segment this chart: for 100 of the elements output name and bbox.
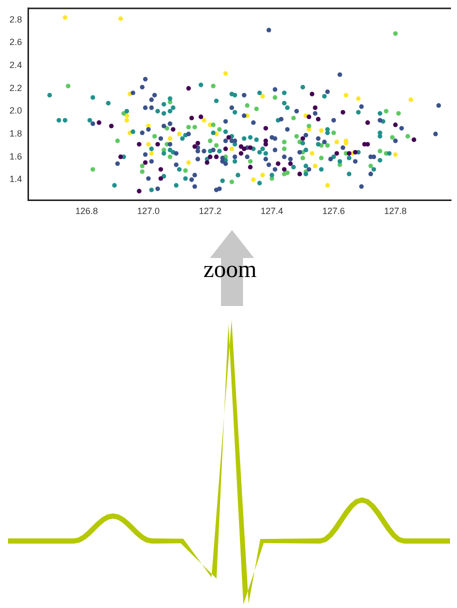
- point: [90, 167, 96, 172]
- point: [186, 86, 191, 91]
- point: [146, 142, 151, 147]
- point: [390, 135, 395, 140]
- point: [260, 172, 265, 178]
- point: [192, 144, 198, 149]
- point: [291, 116, 296, 120]
- point: [334, 140, 340, 144]
- point: [186, 160, 191, 165]
- y-tick-label: 2.4: [9, 60, 22, 70]
- point: [282, 172, 287, 176]
- point: [136, 142, 142, 147]
- point: [158, 167, 164, 172]
- point: [368, 164, 374, 168]
- point: [408, 97, 414, 102]
- point: [346, 151, 352, 156]
- x-tick-label: 127.4: [260, 206, 284, 216]
- point: [251, 177, 256, 182]
- point: [124, 118, 130, 123]
- point: [140, 164, 145, 168]
- point: [121, 111, 126, 116]
- point: [176, 132, 182, 136]
- point: [393, 152, 398, 157]
- point: [223, 71, 228, 76]
- point: [198, 114, 204, 120]
- point: [306, 114, 312, 120]
- point: [316, 116, 321, 122]
- y-tick-label: 2.8: [9, 14, 22, 24]
- point: [248, 159, 253, 164]
- point: [140, 169, 145, 174]
- point: [155, 142, 160, 147]
- point: [229, 146, 234, 152]
- point: [223, 146, 228, 152]
- point: [365, 120, 370, 125]
- x-tick-label: 127.6: [322, 206, 345, 216]
- point: [202, 118, 206, 123]
- y-tick-label: 2.6: [9, 37, 22, 48]
- point: [226, 135, 231, 140]
- point: [344, 92, 348, 98]
- point: [210, 84, 216, 88]
- point: [186, 124, 191, 130]
- point: [143, 160, 148, 165]
- point: [204, 160, 210, 165]
- point: [152, 134, 157, 139]
- point: [319, 128, 324, 133]
- point: [331, 130, 336, 136]
- x-tick-label: 127.8: [384, 206, 407, 216]
- y-tick-label: 1.6: [9, 151, 22, 162]
- point: [297, 172, 302, 176]
- point: [319, 156, 324, 160]
- point: [62, 15, 68, 20]
- point: [405, 134, 410, 139]
- point: [170, 127, 176, 132]
- point: [396, 111, 401, 116]
- point: [192, 124, 198, 130]
- point: [210, 122, 216, 128]
- point: [242, 146, 246, 152]
- text: zoom: [202, 256, 258, 284]
- y-tick-label: 2.2: [9, 82, 22, 93]
- point: [208, 154, 212, 160]
- point: [352, 150, 358, 155]
- point: [300, 156, 306, 160]
- point: [325, 143, 330, 148]
- point: [118, 154, 123, 160]
- point: [310, 92, 314, 96]
- point: [229, 180, 234, 184]
- point: [196, 140, 200, 146]
- point: [149, 151, 154, 156]
- point: [109, 124, 114, 128]
- point: [310, 151, 314, 156]
- point: [282, 140, 287, 144]
- point: [312, 105, 318, 110]
- point: [325, 183, 330, 188]
- point: [282, 167, 287, 172]
- point: [356, 96, 361, 101]
- point: [238, 151, 244, 156]
- point: [412, 137, 416, 142]
- point: [282, 146, 287, 152]
- point: [168, 136, 172, 141]
- point: [214, 154, 219, 160]
- x-tick-label: 127.0: [137, 206, 160, 216]
- point: [393, 31, 398, 36]
- point: [294, 134, 299, 139]
- point: [115, 138, 120, 144]
- point: [378, 148, 382, 154]
- point: [124, 113, 130, 118]
- point: [393, 122, 398, 128]
- point: [183, 168, 188, 173]
- point: [312, 164, 318, 168]
- point: [118, 16, 123, 21]
- y-tick-label: 1.8: [9, 128, 22, 138]
- point: [66, 84, 70, 88]
- point: [136, 188, 142, 194]
- point: [340, 110, 346, 115]
- point: [263, 126, 268, 131]
- point: [248, 145, 253, 150]
- point: [217, 127, 222, 132]
- point: [158, 176, 164, 181]
- point: [168, 154, 172, 160]
- x-tick-label: 126.8: [75, 206, 98, 216]
